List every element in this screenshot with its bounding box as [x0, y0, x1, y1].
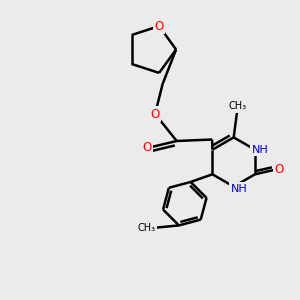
Text: O: O: [151, 107, 160, 121]
Text: O: O: [142, 141, 151, 154]
Text: NH: NH: [231, 184, 248, 194]
Text: CH₃: CH₃: [228, 101, 246, 111]
Text: CH₃: CH₃: [138, 223, 156, 233]
Text: O: O: [274, 163, 284, 176]
Text: O: O: [154, 20, 164, 33]
Text: NH: NH: [252, 145, 269, 155]
